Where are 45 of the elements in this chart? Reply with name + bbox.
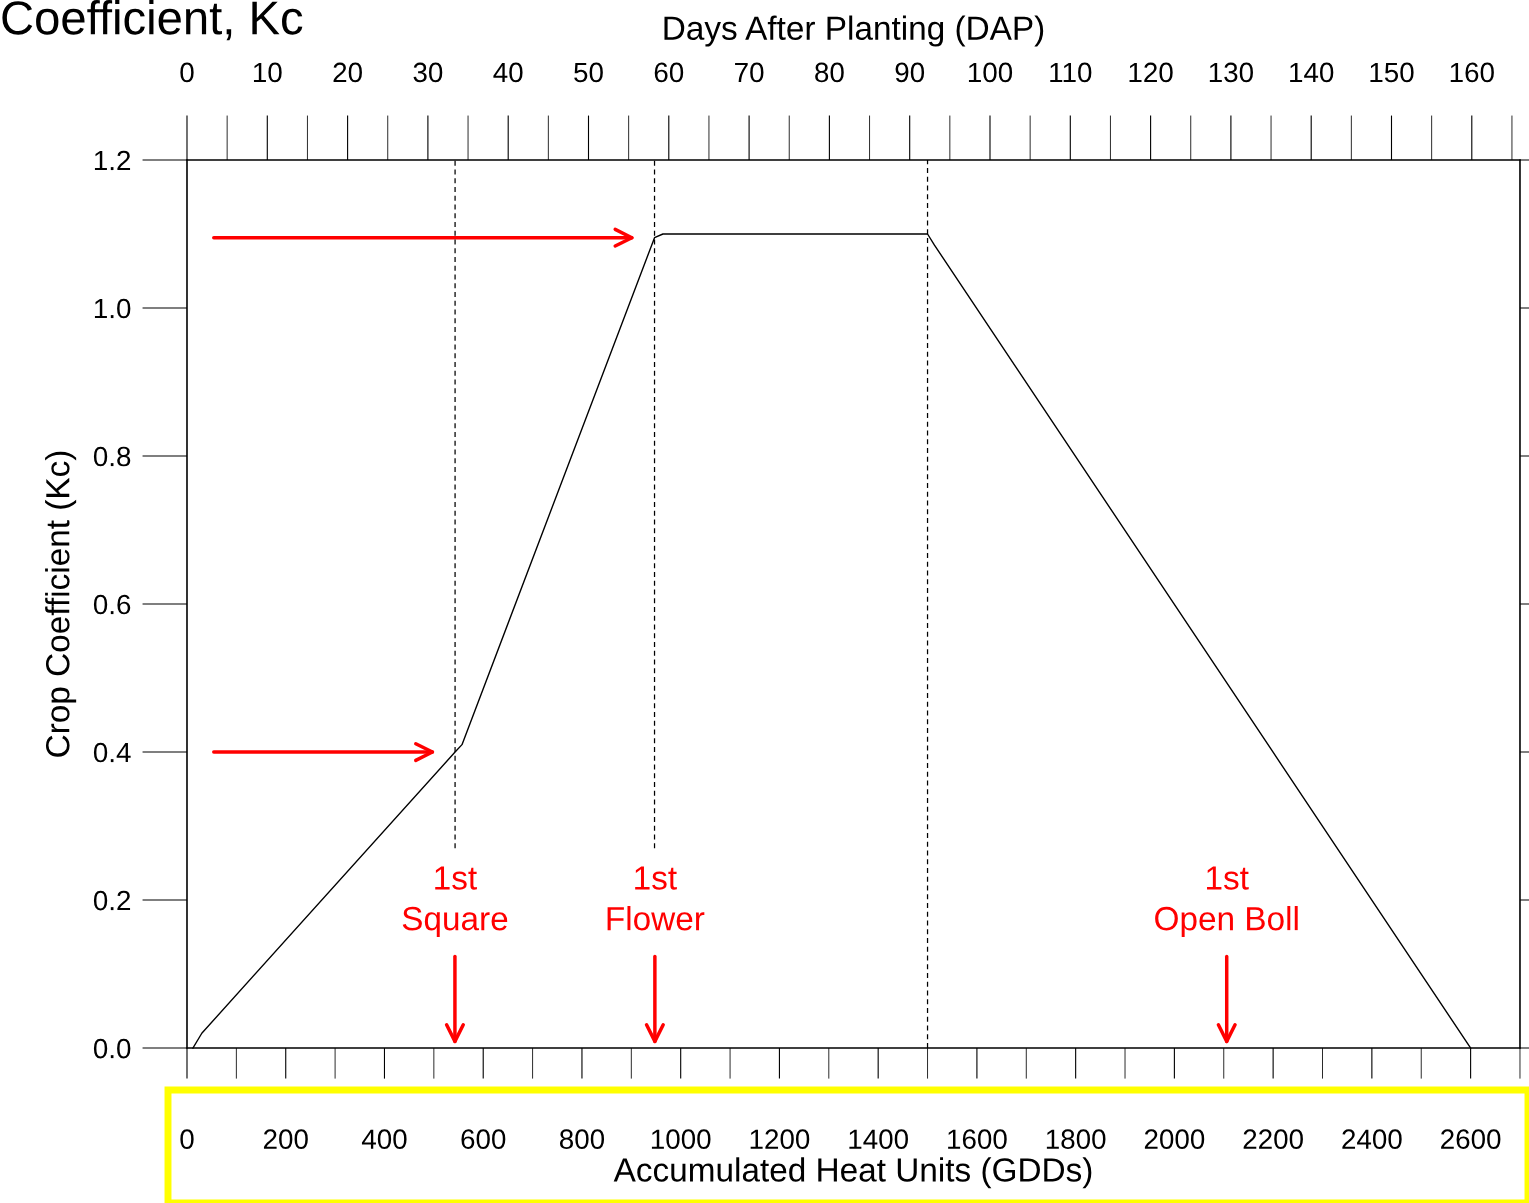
x2-tick-label: 40 <box>493 62 523 83</box>
x-tick-label: 400 <box>361 1129 407 1150</box>
x2-tick-label: 70 <box>735 62 764 83</box>
x2-tick-label: 60 <box>654 62 684 83</box>
x2-tick-label: 20 <box>333 62 362 83</box>
x-tick-label: 2600 <box>1441 1129 1501 1150</box>
y-tick-label: 0.4 <box>93 742 131 763</box>
x-tick-label: 600 <box>461 1129 506 1150</box>
x-tick-label: 1400 <box>849 1129 908 1150</box>
x2-tick-label: 100 <box>968 62 1013 83</box>
x2-tick-label: 0 <box>180 62 194 83</box>
x2-tick-label: 130 <box>1209 62 1253 83</box>
x-tick-label: 1800 <box>1046 1129 1106 1150</box>
annotation: 1st Flower <box>607 866 705 931</box>
x-tick-label: 1600 <box>948 1129 1007 1150</box>
x2-tick-label: 150 <box>1370 62 1414 83</box>
y-tick-label: 0.2 <box>93 890 131 911</box>
x-tick-label: 0 <box>180 1129 194 1150</box>
x2-tick-label: 90 <box>895 62 925 83</box>
x-tick-label: 2400 <box>1342 1129 1402 1150</box>
annotation: 1st Square <box>402 866 508 938</box>
y-tick-label: 0.0 <box>93 1038 131 1059</box>
x2-tick-label: 10 <box>253 62 282 83</box>
x2-tick-label: 50 <box>574 62 603 83</box>
chart-title: Coefficient, Kc <box>2 0 303 41</box>
x2-tick-label: 120 <box>1129 62 1173 83</box>
x-tick-label: 200 <box>263 1129 308 1150</box>
x-tick-label: 2000 <box>1144 1129 1205 1150</box>
x-axis-title: Accumulated Heat Units (GDDs) <box>613 1157 1092 1189</box>
x2-tick-label: 80 <box>815 62 844 83</box>
y-axis-title: Crop Coefficient (Kc) <box>45 451 77 757</box>
y-tick-label: 0.8 <box>93 446 131 467</box>
x-tick-label: 800 <box>559 1129 605 1150</box>
x2-tick-label: 140 <box>1290 62 1334 83</box>
y-tick-label: 1.2 <box>94 150 131 171</box>
x2-axis-title: Days After Planting (DAP) <box>664 15 1044 47</box>
x2-tick-label: 110 <box>1050 62 1092 83</box>
x-tick-label: 1000 <box>651 1129 711 1150</box>
annotation: 1st Open Boll <box>1155 866 1298 938</box>
y-tick-label: 1.0 <box>94 298 131 319</box>
x2-tick-label: 30 <box>413 62 443 83</box>
x2-tick-label: 160 <box>1450 62 1494 83</box>
x-tick-label: 2200 <box>1243 1129 1303 1150</box>
y-tick-label: 0.6 <box>93 594 131 615</box>
x-tick-label: 1200 <box>750 1129 810 1150</box>
